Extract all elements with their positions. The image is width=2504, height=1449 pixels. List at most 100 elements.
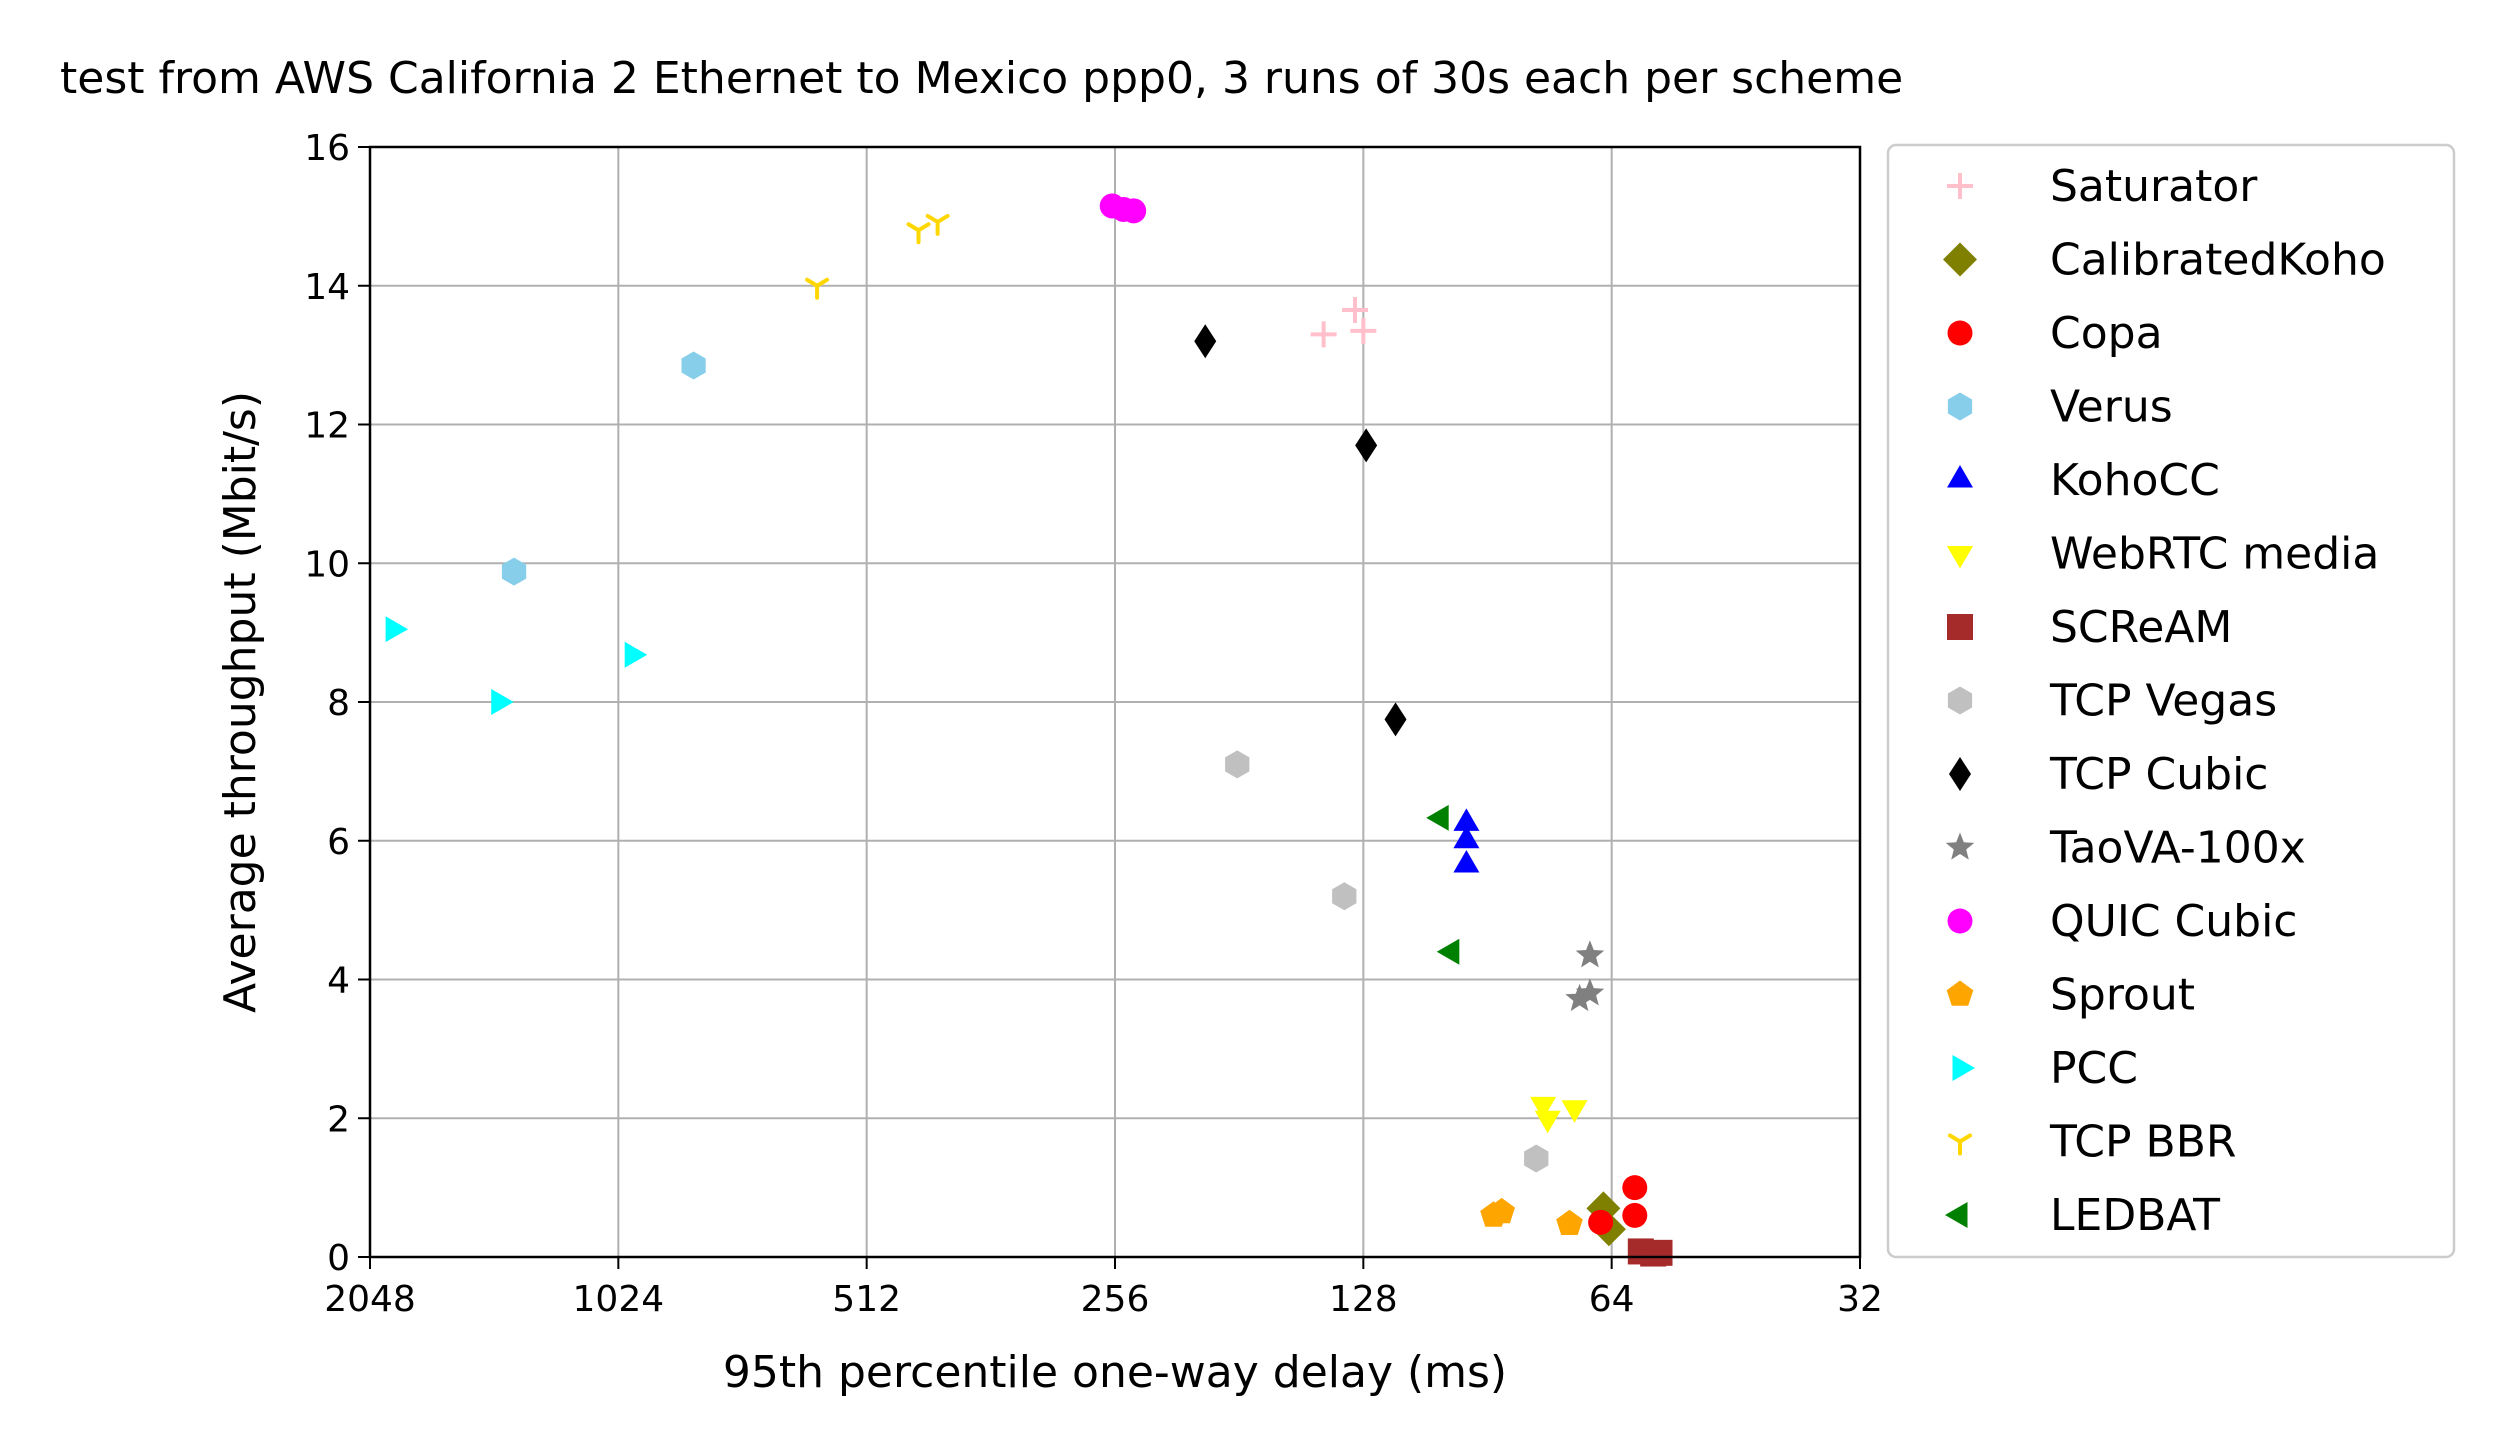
series-tcp-vegas <box>1225 750 1549 1173</box>
series-verus <box>501 351 706 586</box>
legend-label: TaoVA-100x <box>2049 823 2306 874</box>
data-point-saturator <box>1310 321 1337 348</box>
legend-label: CalibratedKoho <box>2050 235 2386 286</box>
data-point-ledbat <box>1436 938 1460 965</box>
data-point-tcp-cubic <box>1384 702 1407 737</box>
legend-marker <box>1947 546 1973 569</box>
x-tick-label: 256 <box>1081 1279 1150 1320</box>
x-tick-label: 512 <box>832 1279 901 1320</box>
legend-item-webrtc-media: WebRTC media <box>1947 529 2379 580</box>
series-scream <box>1627 1238 1673 1267</box>
legend-marker <box>1946 980 1974 1006</box>
y-tick-label: 8 <box>327 683 350 724</box>
data-point-webrtc-media <box>1561 1100 1588 1123</box>
series-webrtc-media <box>1530 1096 1588 1134</box>
legend-marker <box>1947 686 1973 715</box>
data-point-tcp-vegas <box>1524 1144 1549 1173</box>
y-tick-label: 4 <box>327 961 350 1002</box>
data-point-ledbat <box>1426 804 1449 831</box>
data-point-sprout <box>1556 1209 1583 1235</box>
legend-label: Copa <box>2050 308 2163 359</box>
legend-label: QUIC Cubic <box>2050 896 2297 947</box>
y-tick-label: 14 <box>304 267 350 308</box>
legend-label: TCP Cubic <box>2049 749 2269 800</box>
legend-item-taova-100x: TaoVA-100x <box>1945 823 2306 874</box>
chart-title: test from AWS California 2 Ethernet to M… <box>60 53 1903 104</box>
x-tick-label: 64 <box>1589 1279 1635 1320</box>
data-point-quic-cubic <box>1121 198 1147 224</box>
x-tick-label: 32 <box>1837 1279 1883 1320</box>
data-point-webrtc-media <box>1534 1110 1561 1134</box>
legend-label: PCC <box>2050 1043 2138 1094</box>
x-axis-label: 95th percentile one-way delay (ms) <box>723 1347 1507 1398</box>
data-point-pcc <box>491 689 514 715</box>
data-point-kohocc <box>1453 808 1480 831</box>
series-tcp-bbr <box>805 213 950 300</box>
data-point-taova-100x <box>1575 940 1605 968</box>
y-tick-label: 2 <box>327 1099 350 1140</box>
legend-marker <box>1948 1133 1972 1156</box>
data-point-taova-100x <box>1575 978 1605 1006</box>
data-point-copa <box>1622 1175 1648 1201</box>
series-saturator <box>1310 297 1377 348</box>
data-point-copa <box>1588 1209 1614 1235</box>
legend-marker <box>1952 1055 1975 1081</box>
data-points <box>385 193 1673 1267</box>
legend-item-ledbat: LEDBAT <box>1945 1190 2220 1241</box>
legend-label: Verus <box>2050 382 2173 433</box>
data-point-tcp-cubic <box>1355 428 1378 463</box>
data-point-kohocc <box>1453 850 1480 873</box>
y-tick-label: 6 <box>327 822 350 863</box>
legend-item-tcp-cubic: TCP Cubic <box>1949 749 2269 800</box>
legend-item-tcp-vegas: TCP Vegas <box>1947 676 2277 727</box>
legend-label: Saturator <box>2050 161 2258 212</box>
y-axis-label: Average throughput (Mbit/s) <box>215 391 266 1013</box>
data-point-verus <box>681 351 706 380</box>
legend-marker <box>1947 392 1973 421</box>
data-point-saturator <box>1342 297 1369 324</box>
grid-lines <box>369 146 1861 1258</box>
data-point-pcc <box>624 641 648 668</box>
legend-item-verus: Verus <box>1947 382 2173 433</box>
x-tick-label: 2048 <box>324 1279 416 1320</box>
series-sprout <box>1480 1197 1583 1235</box>
data-point-taova-100x <box>1565 983 1594 1012</box>
legend-marker <box>1947 173 1973 199</box>
legend: Saturator CalibratedKoho Copa Verus KohoCC We… <box>1886 143 2456 1259</box>
data-point-pcc <box>385 616 409 643</box>
legend-item-copa: Copa <box>1947 308 2163 359</box>
legend-item-pcc: PCC <box>1952 1043 2138 1094</box>
legend-label: TCP BBR <box>2049 1117 2236 1168</box>
y-tick-label: 12 <box>304 406 350 447</box>
data-point-tcp-cubic <box>1194 324 1217 359</box>
data-point-webrtc-media <box>1530 1096 1557 1120</box>
legend-label: SCReAM <box>2050 602 2232 653</box>
legend-label: LEDBAT <box>2050 1190 2220 1241</box>
data-point-tcp-bbr <box>805 277 830 300</box>
legend-marker <box>1945 1202 1968 1228</box>
legend-marker <box>1947 465 1973 488</box>
legend-marker <box>1943 242 1977 277</box>
legend-marker <box>1949 757 1971 791</box>
y-tick-label: 10 <box>304 544 350 585</box>
series-kohocc <box>1453 808 1480 873</box>
x-tick-label: 128 <box>1329 1279 1398 1320</box>
legend-label: KohoCC <box>2050 455 2220 506</box>
series-ledbat <box>1426 804 1460 965</box>
legend-items: Saturator CalibratedKoho Copa Verus KohoCC We… <box>1943 161 2386 1241</box>
data-point-scream <box>1646 1239 1673 1266</box>
legend-marker <box>1947 908 1973 934</box>
legend-item-scream: SCReAM <box>1947 602 2232 653</box>
data-point-sprout <box>1488 1197 1515 1224</box>
series-tcp-cubic <box>1194 324 1407 737</box>
legend-label: Sprout <box>2050 970 2195 1021</box>
y-tick-label: 16 <box>304 128 350 169</box>
x-tick-label: 1024 <box>573 1279 665 1320</box>
series-copa <box>1588 1175 1648 1235</box>
series-pcc <box>385 616 648 715</box>
data-point-verus <box>501 557 527 586</box>
data-point-saturator <box>1350 317 1377 344</box>
legend-label: TCP Vegas <box>2049 676 2277 727</box>
legend-item-calibratedkoho: CalibratedKoho <box>1943 235 2386 286</box>
legend-item-kohocc: KohoCC <box>1947 455 2220 506</box>
